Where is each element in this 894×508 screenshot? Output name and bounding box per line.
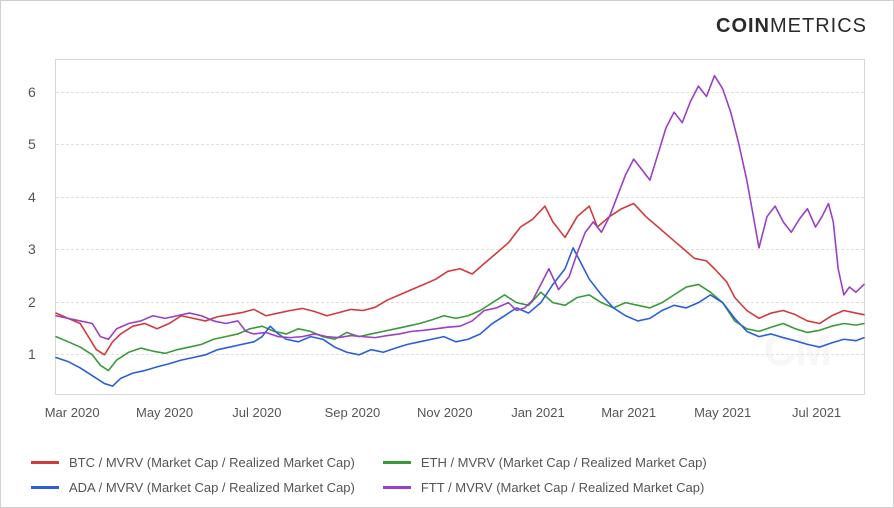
ytick-label: 4 <box>28 189 36 205</box>
xtick-label: May 2020 <box>136 405 193 420</box>
xtick-label: Sep 2020 <box>325 405 381 420</box>
legend-swatch <box>383 461 411 464</box>
legend-swatch <box>383 486 411 489</box>
legend-item-btc[interactable]: BTC / MVRV (Market Cap / Realized Market… <box>31 455 355 470</box>
series-btc <box>56 204 864 355</box>
series-lines <box>56 60 864 394</box>
xtick-label: Mar 2020 <box>45 405 100 420</box>
legend-swatch <box>31 461 59 464</box>
ytick-label: 1 <box>28 346 36 362</box>
legend-label: FTT / MVRV (Market Cap / Realized Market… <box>421 480 704 495</box>
xtick-label: May 2021 <box>694 405 751 420</box>
legend-label: BTC / MVRV (Market Cap / Realized Market… <box>69 455 355 470</box>
legend-label: ADA / MVRV (Market Cap / Realized Market… <box>69 480 355 495</box>
ytick-label: 3 <box>28 241 36 257</box>
legend: BTC / MVRV (Market Cap / Realized Market… <box>31 455 863 495</box>
legend-item-ftt[interactable]: FTT / MVRV (Market Cap / Realized Market… <box>383 480 704 495</box>
xtick-label: Jul 2020 <box>232 405 281 420</box>
ytick-label: 6 <box>28 84 36 100</box>
plot-area: CM 123456 Mar 2020May 2020Jul 2020Sep 20… <box>55 59 865 395</box>
xtick-label: Nov 2020 <box>417 405 473 420</box>
ytick-label: 2 <box>28 294 36 310</box>
series-ftt <box>56 76 864 340</box>
brand-bold: COIN <box>716 15 770 37</box>
brand-light: METRICS <box>770 15 867 37</box>
chart-container: COINMETRICS CM 123456 Mar 2020May 2020Ju… <box>0 0 894 508</box>
xtick-label: Jan 2021 <box>511 405 565 420</box>
legend-swatch <box>31 486 59 489</box>
brand-logo: COINMETRICS <box>716 15 867 38</box>
legend-item-ada[interactable]: ADA / MVRV (Market Cap / Realized Market… <box>31 480 355 495</box>
legend-item-eth[interactable]: ETH / MVRV (Market Cap / Realized Market… <box>383 455 707 470</box>
xtick-label: Mar 2021 <box>601 405 656 420</box>
xtick-label: Jul 2021 <box>792 405 841 420</box>
legend-label: ETH / MVRV (Market Cap / Realized Market… <box>421 455 707 470</box>
ytick-label: 5 <box>28 136 36 152</box>
